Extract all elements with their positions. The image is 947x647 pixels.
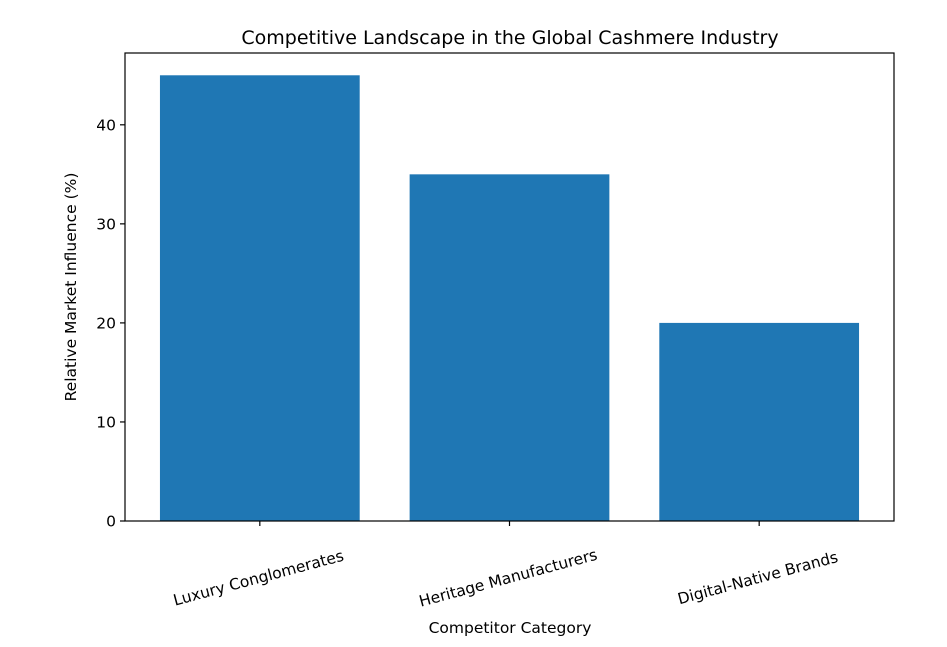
- bar-luxury-conglomerates: [159, 75, 360, 522]
- chart-title: Competitive Landscape in the Global Cash…: [241, 27, 778, 49]
- y-axis: 0 10 20 30 40: [96, 116, 125, 531]
- y-tick-label: 30: [96, 215, 116, 233]
- y-tick-label: 0: [106, 513, 116, 531]
- bar-heritage-manufacturers: [409, 174, 610, 522]
- x-tick-label: Heritage Manufacturers: [417, 546, 599, 611]
- bar-digital-native-brands: [659, 322, 860, 521]
- x-axis-label: Competitor Category: [429, 619, 592, 637]
- y-tick-label: 20: [96, 314, 116, 332]
- bars-group: [159, 75, 860, 522]
- x-axis: Luxury Conglomerates Heritage Manufacture…: [171, 521, 840, 611]
- y-tick-label: 40: [96, 116, 116, 134]
- x-tick-label: Luxury Conglomerates: [171, 547, 345, 610]
- y-tick-label: 10: [96, 413, 116, 431]
- plot-frame: [124, 52, 895, 522]
- x-tick-label: Digital-Native Brands: [676, 548, 840, 608]
- y-axis-label: Relative Market Influence (%): [62, 173, 80, 402]
